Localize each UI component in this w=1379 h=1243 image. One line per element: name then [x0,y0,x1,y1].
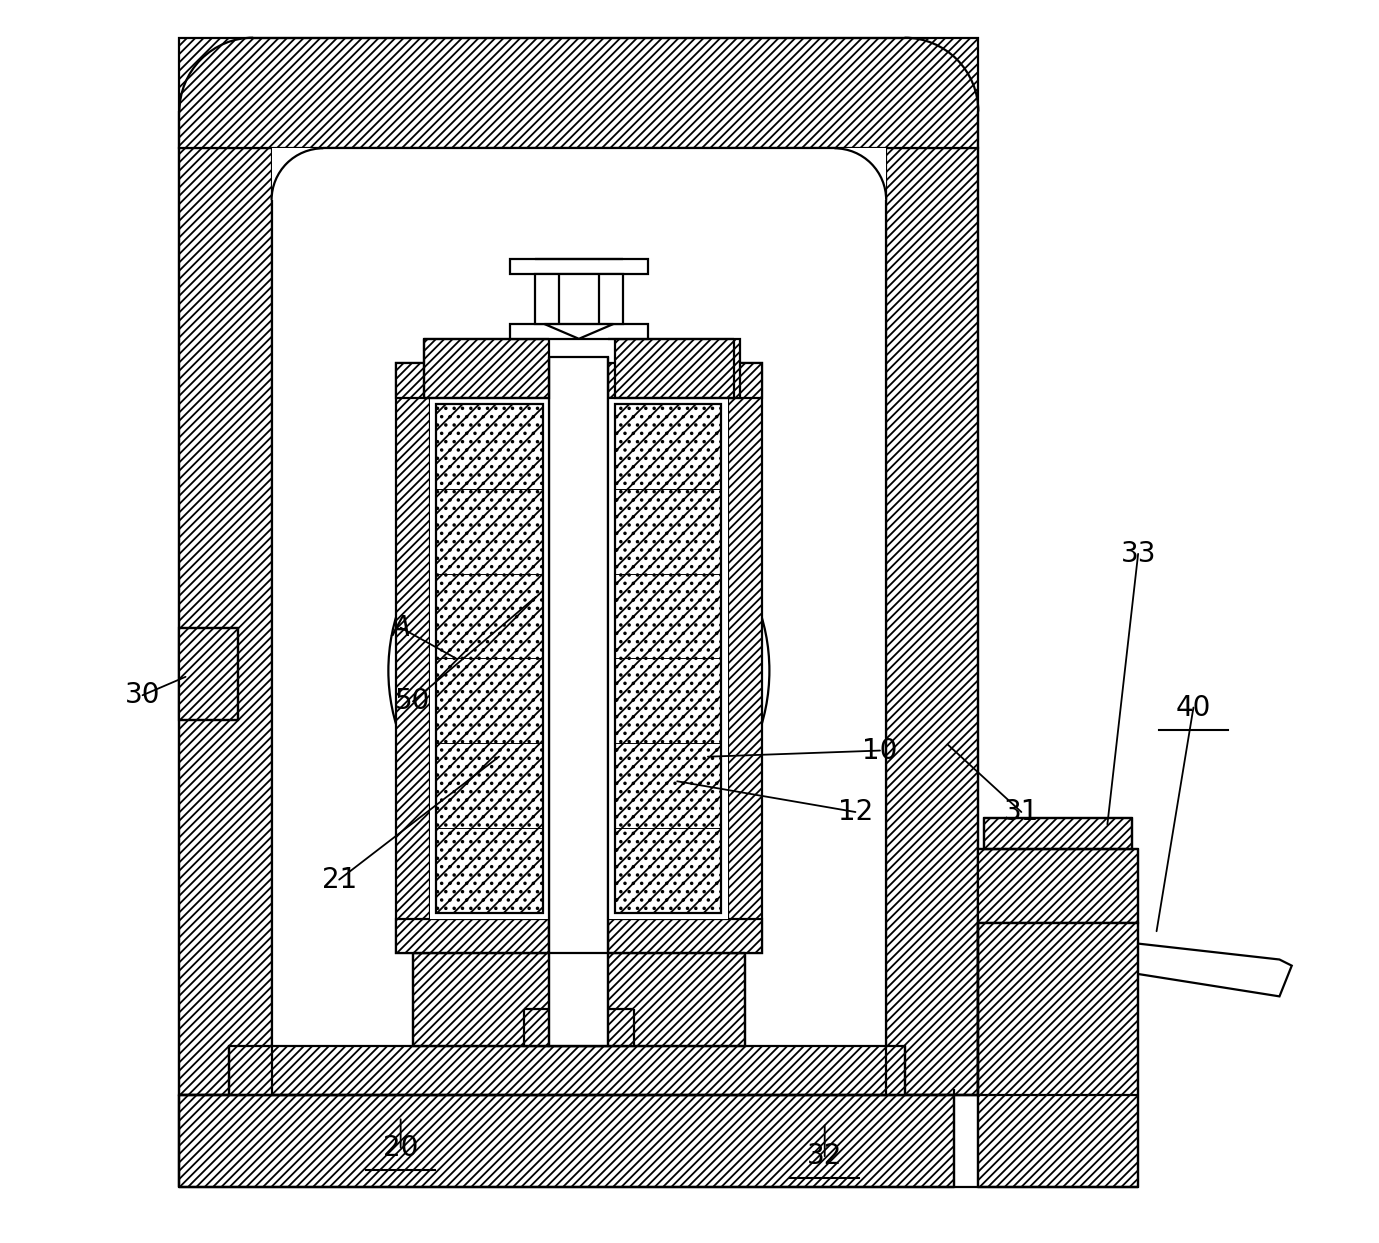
Text: 30: 30 [124,681,160,710]
Polygon shape [985,926,1292,997]
Bar [179,37,978,148]
Text: 33: 33 [1120,539,1156,568]
Bar [396,363,430,953]
Text: 32: 32 [807,1142,843,1170]
Bar [728,363,763,953]
Bar [510,259,648,273]
Bar [412,953,745,1045]
Text: 12: 12 [838,798,873,827]
Bar [179,628,239,720]
Polygon shape [545,324,614,339]
Bar [179,1095,954,1187]
Bar [887,148,978,1095]
Bar [396,363,549,398]
Bar [608,919,763,953]
Text: A: A [392,614,410,641]
Text: 20: 20 [383,1134,418,1161]
Circle shape [389,480,769,861]
Bar [430,398,549,919]
Text: 40: 40 [1176,694,1211,721]
Text: 21: 21 [321,865,357,894]
Text: 31: 31 [1004,798,1038,827]
Bar [985,818,1132,849]
Bar [179,148,272,1095]
Bar [524,1008,634,1045]
Bar [615,404,721,912]
Bar [510,324,648,339]
Bar [436,404,543,912]
Bar [608,398,728,919]
Bar [535,273,623,324]
Bar [978,922,1138,1187]
Bar [229,1045,905,1095]
Text: 10: 10 [862,737,898,764]
Bar [549,357,608,1045]
Bar [272,148,887,1095]
Bar [978,849,1138,922]
Bar [608,363,763,398]
Bar [423,339,549,398]
Bar [396,919,549,953]
Text: 50: 50 [396,687,430,716]
Bar [615,339,741,398]
